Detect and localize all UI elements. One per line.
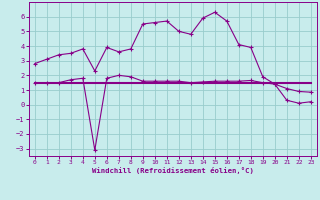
X-axis label: Windchill (Refroidissement éolien,°C): Windchill (Refroidissement éolien,°C) [92, 167, 254, 174]
